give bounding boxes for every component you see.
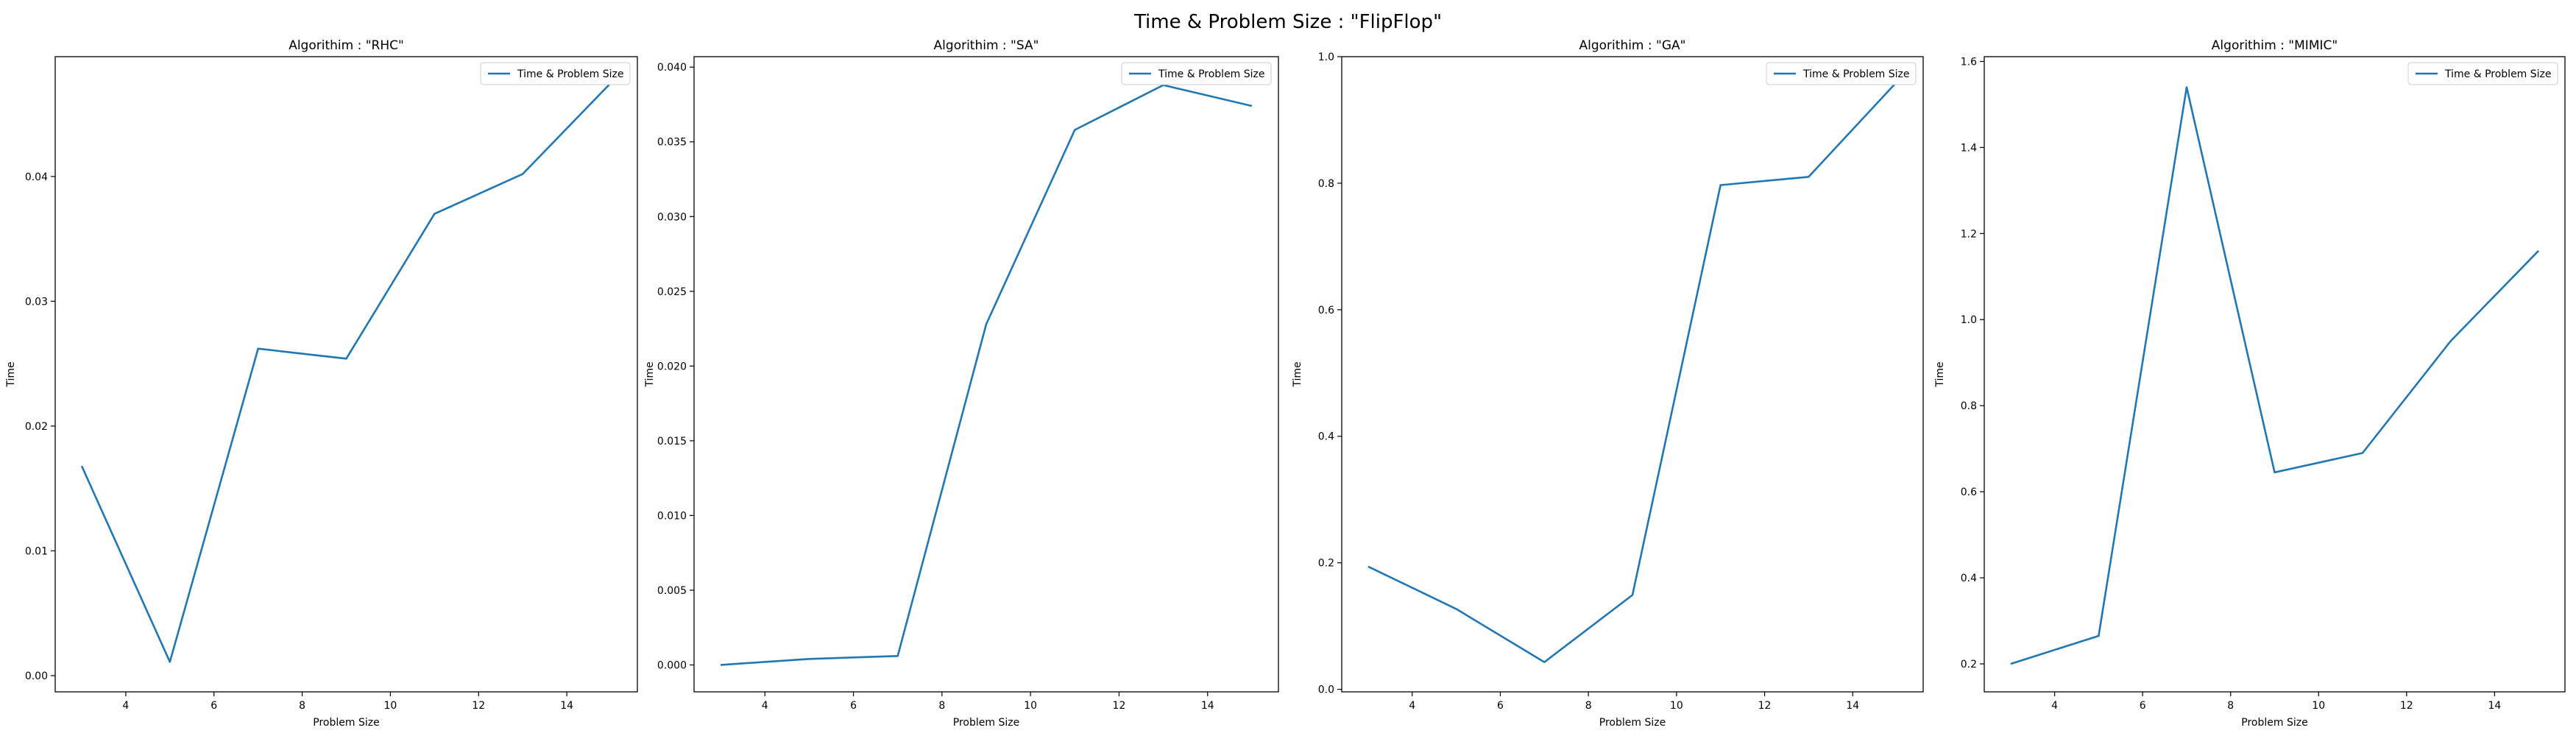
- y-tick-label: 1.4: [1961, 142, 1977, 154]
- y-tick-label: 0.020: [657, 361, 687, 372]
- chart-panel-3: Algorithim : "MIMIC" 4 6 8 10 12 14 0.2 0.4 0.6 0.…: [1934, 38, 2566, 729]
- x-tick-label: 12: [472, 700, 485, 712]
- x-tick-label: 6: [1497, 700, 1504, 712]
- x-tick-label: 8: [299, 700, 305, 712]
- chart-panel-1: Algorithim : "SA" 4 6 8 10 12 14 0.000 0.005 0.01…: [644, 38, 1279, 729]
- legend-box: [1766, 62, 1917, 85]
- y-tick-label: 0.00: [25, 670, 48, 682]
- y-tick-label: 0.02: [25, 421, 48, 433]
- x-tick-label: 6: [2140, 700, 2146, 712]
- x-tick-label: 14: [1201, 700, 1214, 712]
- legend-box: [480, 62, 631, 85]
- legend: Time & Problem Size: [1766, 62, 1917, 85]
- legend-label: Time & Problem Size: [1802, 68, 1910, 80]
- y-axis-label: Time: [1292, 361, 1303, 387]
- y-tick-label: 0.010: [657, 510, 687, 522]
- x-tick-label: 8: [938, 700, 945, 712]
- axes-frame: [1341, 56, 1924, 693]
- x-tick-label: 4: [2051, 700, 2058, 712]
- y-tick-label: 0.04: [25, 171, 48, 183]
- legend-label: Time & Problem Size: [517, 68, 624, 80]
- legend-label: Time & Problem Size: [2444, 68, 2552, 80]
- chart-title: Algorithim : "GA": [1579, 38, 1686, 53]
- x-tick-label: 4: [762, 700, 768, 712]
- axes-container: Algorithim : "RHC"4 6 8 10 12 140.000.010.020…: [5, 38, 2566, 729]
- series-line: [80, 82, 612, 663]
- x-tick-label: 4: [122, 700, 129, 712]
- axes-frame: [1984, 56, 2566, 693]
- chart-title: Algorithim : "RHC": [289, 38, 404, 53]
- x-axis-label: Problem Size: [953, 717, 1019, 729]
- chart-title: Algorithim : "SA": [934, 38, 1039, 53]
- x-tick-label: 10: [1670, 700, 1683, 712]
- x-axis-label: Problem Size: [313, 717, 379, 729]
- y-tick-label: 0.8: [1961, 400, 1977, 412]
- x-tick-label: 6: [850, 700, 857, 712]
- y-axis-label: Time: [5, 361, 17, 387]
- legend: Time & Problem Size: [2407, 62, 2558, 85]
- y-tick-label: 0.6: [1961, 486, 1977, 498]
- x-tick-label: 14: [560, 700, 573, 712]
- series-line: [721, 84, 1253, 666]
- x-tick-label: 8: [2227, 700, 2234, 712]
- y-tick-label: 0.4: [1318, 431, 1334, 443]
- legend: Time & Problem Size: [480, 62, 631, 85]
- x-tick-label: 4: [1409, 700, 1415, 712]
- y-axis-label: Time: [1934, 361, 1946, 387]
- x-tick-label: 8: [1585, 700, 1592, 712]
- y-tick-label: 0.01: [25, 545, 48, 557]
- y-tick-label: 0.015: [657, 436, 687, 447]
- y-tick-label: 0.2: [1961, 659, 1977, 670]
- x-tick-label: 12: [1758, 700, 1772, 712]
- y-tick-label: 0.000: [657, 659, 687, 671]
- figure-suptitle: Time & Problem Size : "FlipFlop": [1133, 11, 1442, 33]
- legend-box: [1121, 62, 1272, 85]
- y-tick-label: 0.0: [1318, 684, 1334, 696]
- y-tick-label: 0.030: [657, 211, 687, 223]
- y-tick-label: 0.8: [1318, 178, 1334, 190]
- x-tick-label: 12: [1113, 700, 1126, 712]
- series-line: [1367, 81, 1898, 663]
- axes-frame: [693, 56, 1279, 693]
- x-tick-label: 10: [1024, 700, 1037, 712]
- series-line: [2010, 86, 2540, 665]
- legend: Time & Problem Size: [1121, 62, 1272, 85]
- x-axis-label: Problem Size: [1599, 717, 1666, 729]
- y-axis-label: Time: [644, 361, 656, 387]
- y-tick-label: 0.2: [1318, 558, 1334, 570]
- y-tick-label: 0.040: [657, 62, 687, 74]
- chart-title: Algorithim : "MIMIC": [2212, 38, 2338, 53]
- x-tick-label: 12: [2400, 700, 2413, 712]
- y-tick-label: 0.6: [1318, 305, 1334, 316]
- x-tick-label: 14: [1846, 700, 1859, 712]
- axes-frame: [54, 56, 638, 693]
- x-tick-label: 6: [210, 700, 217, 712]
- chart-panel-2: Algorithim : "GA" 4 6 8 10 12 14 0.0 0.2 0.4 0.6 0.…: [1292, 38, 1924, 729]
- x-tick-label: 10: [2312, 700, 2325, 712]
- y-tick-label: 0.005: [657, 585, 687, 597]
- legend-box: [2407, 62, 2558, 85]
- x-tick-label: 14: [2488, 700, 2501, 712]
- y-tick-label: 0.4: [1961, 573, 1977, 584]
- x-tick-label: 10: [384, 700, 397, 712]
- y-tick-label: 1.2: [1961, 228, 1977, 240]
- y-tick-label: 1.0: [1318, 52, 1334, 63]
- legend-label: Time & Problem Size: [1158, 68, 1265, 80]
- x-axis-label: Problem Size: [2241, 717, 2307, 729]
- y-tick-label: 0.035: [657, 137, 687, 149]
- y-tick-label: 0.03: [25, 296, 48, 308]
- y-tick-label: 1.6: [1961, 56, 1977, 68]
- y-tick-label: 1.0: [1961, 314, 1977, 326]
- y-tick-label: 0.025: [657, 286, 687, 298]
- chart-panel-0: Algorithim : "RHC" 4 6 8 10 12 14 0.00 0.01 0.02 0…: [5, 38, 638, 729]
